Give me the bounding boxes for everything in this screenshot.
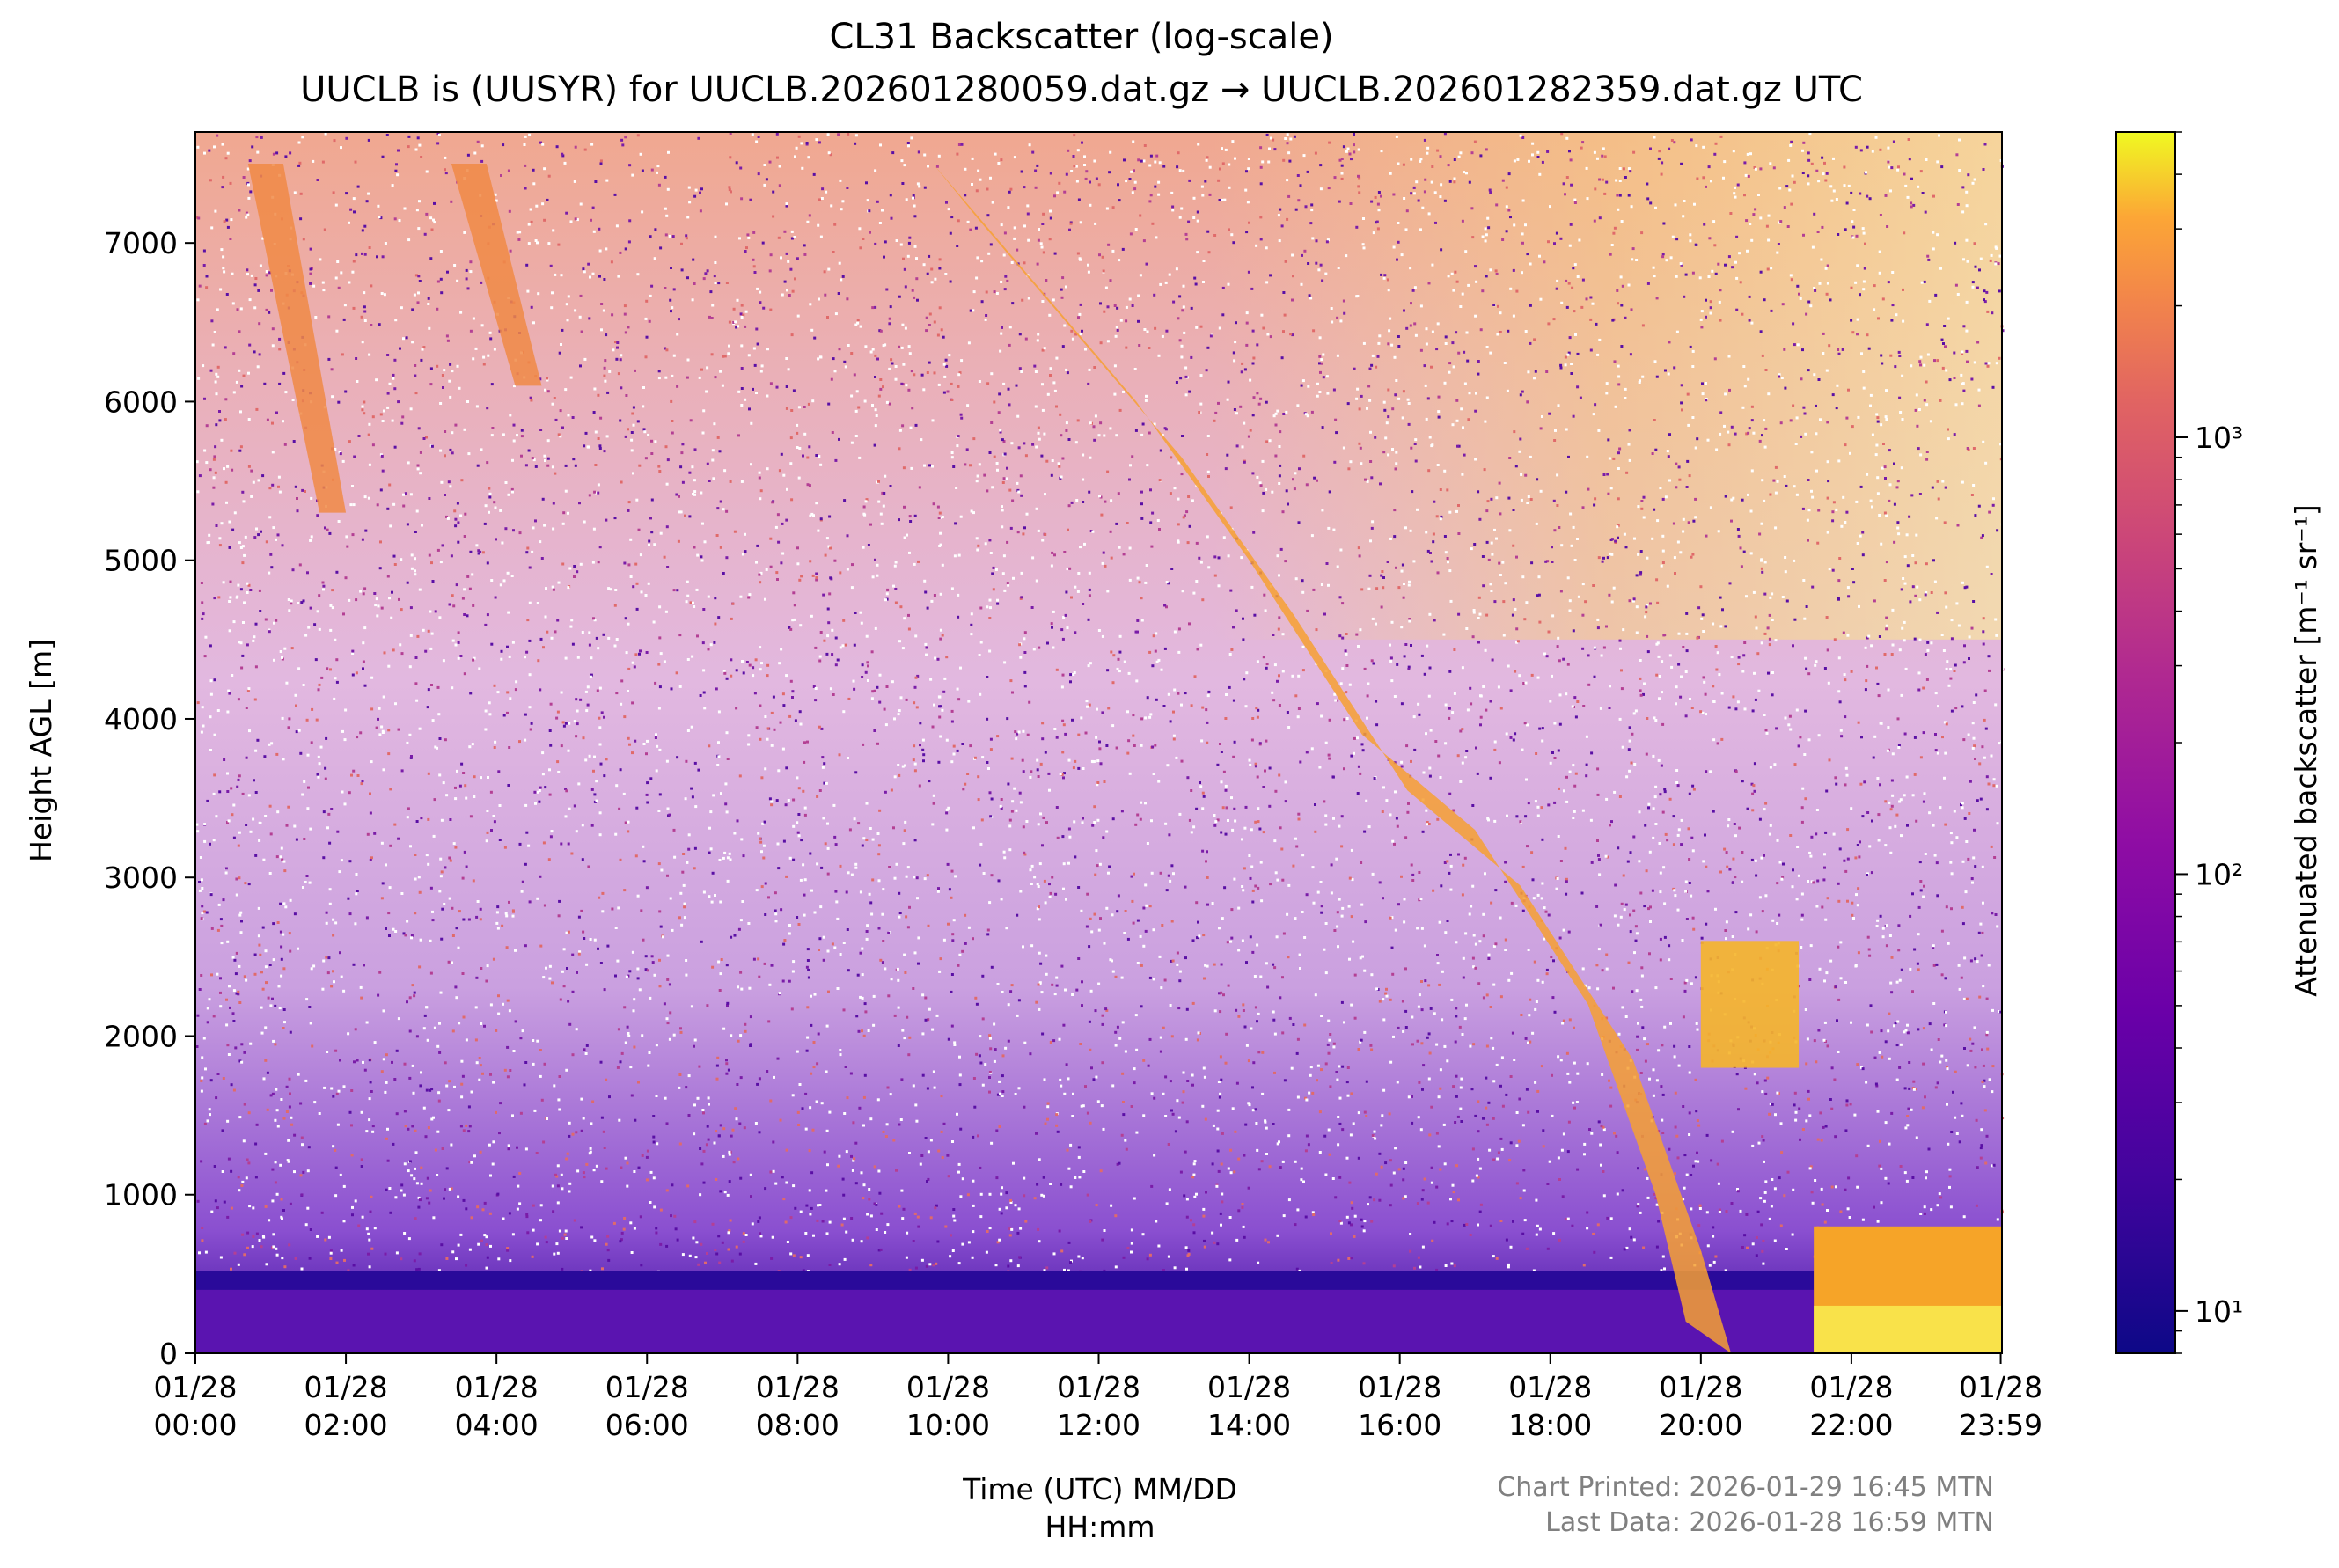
colorbar-tick-label: 10¹ (2195, 1294, 2243, 1329)
x-tick-date: 01/28 (153, 1370, 237, 1404)
x-tick-time: 08:00 (756, 1408, 840, 1442)
y-tick-label: 4000 (104, 702, 178, 736)
x-tick-date: 01/28 (1057, 1370, 1140, 1404)
x-tick-time: 22:00 (1809, 1408, 1893, 1442)
y-tick-label: 1000 (104, 1178, 178, 1213)
colorbar: 10¹ 10² 10³ (2115, 131, 2243, 1354)
last-data-note: Last Data: 2026-01-28 16:59 MTN (1545, 1507, 1994, 1538)
colorbar-gradient (2116, 132, 2175, 1353)
x-tick-time: 23:59 (1959, 1408, 2042, 1442)
chart-subtitle: UUCLB is (UUSYR) for UUCLB.202601280059.… (300, 70, 1863, 110)
y-axis-label: Height AGL [m] (24, 639, 58, 862)
x-axis-label-line2: HH:mm (1045, 1510, 1155, 1544)
x-tick-date: 01/28 (1659, 1370, 1742, 1404)
x-tick-time: 18:00 (1508, 1408, 1592, 1442)
x-axis-label-line1: Time (UTC) MM/DD (962, 1472, 1237, 1506)
x-tick-date: 01/28 (304, 1370, 388, 1404)
colorbar-tick-label: 10² (2195, 857, 2243, 891)
chart-printed-note: Chart Printed: 2026-01-29 16:45 MTN (1497, 1472, 1994, 1503)
x-tick-date: 01/28 (1959, 1370, 2042, 1404)
x-tick-date: 01/28 (1207, 1370, 1291, 1404)
x-tick-date: 01/28 (1508, 1370, 1592, 1404)
x-tick-time: 12:00 (1057, 1408, 1140, 1442)
high-cloud-streak-1 (451, 164, 542, 386)
y-tick-label: 7000 (104, 226, 178, 260)
x-tick-time: 16:00 (1358, 1408, 1441, 1442)
x-tick-date: 01/28 (1358, 1370, 1441, 1404)
x-tick-date: 01/28 (1809, 1370, 1893, 1404)
y-tick-label: 3000 (104, 861, 178, 895)
y-tick-label: 0 (159, 1337, 178, 1371)
x-tick-date: 01/28 (455, 1370, 539, 1404)
y-tick-label: 6000 (104, 385, 178, 419)
colorbar-label: Attenuated backscatter [m⁻¹ sr⁻¹] (2289, 504, 2323, 997)
colorbar-tick-label: 10³ (2195, 421, 2243, 455)
upper-right-glow (1211, 132, 2002, 640)
x-tick-time: 20:00 (1659, 1408, 1742, 1442)
axes: 0 1000 2000 3000 4000 5000 6000 7000 01/28 00:00 0… (104, 131, 2042, 1442)
x-tick-date: 01/28 (906, 1370, 990, 1404)
boundary-layer-top (195, 1271, 1815, 1290)
backscatter-heatmap (195, 132, 2005, 1354)
x-tick-date: 01/28 (756, 1370, 840, 1404)
x-tick-time: 00:00 (153, 1408, 237, 1442)
x-tick-time: 02:00 (304, 1408, 388, 1442)
x-tick-time: 06:00 (605, 1408, 689, 1442)
x-tick-time: 10:00 (906, 1408, 990, 1442)
cloud-patch (1700, 941, 1800, 1068)
boundary-layer-band (195, 1289, 1815, 1353)
y-tick-label: 2000 (104, 1019, 178, 1053)
y-tick-label: 5000 (104, 544, 178, 578)
x-tick-time: 14:00 (1207, 1408, 1291, 1442)
x-tick-time: 04:00 (455, 1408, 539, 1442)
x-tick-date: 01/28 (605, 1370, 689, 1404)
high-cloud-streak-0 (247, 164, 347, 513)
chart-title: CL31 Backscatter (log-scale) (829, 17, 1334, 57)
low-cloud-core (1814, 1305, 2002, 1353)
